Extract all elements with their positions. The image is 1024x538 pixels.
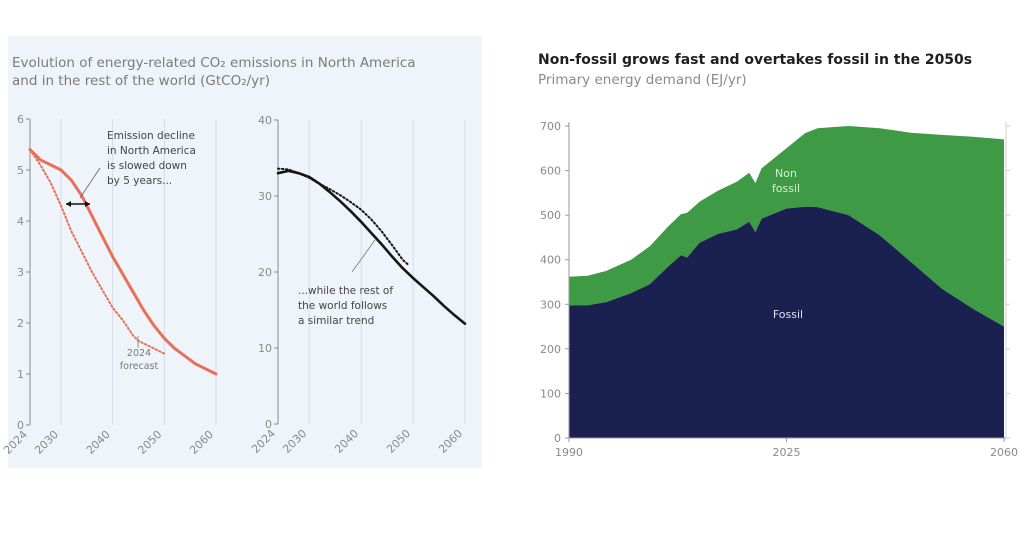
na-y-tick-label: 1 — [17, 368, 24, 381]
na-x-tick-label: 2024 — [1, 428, 30, 457]
energy-y-tick-label: 300 — [540, 298, 561, 311]
energy-y-tick-label: 500 — [540, 209, 561, 222]
na-gap-arrowhead-left — [66, 201, 71, 207]
na-x-tick-label: 2060 — [187, 428, 216, 457]
rw-x-tick-label: 2040 — [332, 427, 361, 456]
rw-y-tick-label: 30 — [258, 190, 272, 203]
rw-y-tick-label: 0 — [265, 418, 272, 431]
energy-y-tick-label: 200 — [540, 343, 561, 356]
rw-y-tick-label: 40 — [258, 114, 272, 127]
na-series-current-outlook — [28, 148, 218, 376]
na-y-tick-label: 6 — [17, 113, 24, 126]
na-annotation-slowed-line: in North America — [107, 145, 196, 157]
rw-y-tick-label: 20 — [258, 266, 272, 279]
right-chart-subtitle: Primary energy demand (EJ/yr) — [538, 72, 747, 88]
left-chart-title: Evolution of energy-related CO₂ emission… — [12, 54, 482, 90]
non-fossil-area-label: Non — [775, 167, 797, 180]
fossil-area-label: Fossil — [773, 308, 803, 321]
na-y-tick-label: 0 — [17, 419, 24, 432]
na-annotation-slowed-line: Emission decline — [107, 130, 195, 142]
energy-y-tick-label: 100 — [540, 387, 561, 400]
na-series-2024-forecast — [29, 148, 166, 355]
energy-y-tick-label: 700 — [540, 120, 561, 133]
na-y-tick-label: 3 — [17, 266, 24, 279]
energy-x-tick-label: 2025 — [773, 446, 801, 459]
rw-x-tick-label: 2050 — [384, 427, 413, 456]
rw-annotation-line: ...while the rest of — [298, 285, 393, 297]
na-x-tick-label: 2050 — [135, 428, 164, 457]
rw-x-tick-label: 2024 — [249, 427, 278, 456]
non-fossil-area-label: fossil — [772, 182, 800, 195]
rw-x-tick-label: 2060 — [436, 427, 465, 456]
na-x-tick-label: 2030 — [32, 428, 61, 457]
na-annotation-forecast-line: forecast — [120, 361, 159, 372]
na-annotation-forecast-line: 2024 — [127, 348, 151, 359]
energy-y-tick-label: 400 — [540, 254, 561, 267]
na-annotation-leader — [79, 167, 101, 199]
rw-annotation-leader — [351, 239, 376, 273]
rw-annotation-line: the world follows — [298, 300, 387, 312]
energy-y-tick-label: 0 — [554, 432, 561, 445]
na-y-tick-label: 4 — [17, 215, 24, 228]
energy-x-tick-label: 2060 — [990, 446, 1018, 459]
rw-annotation-line: a similar trend — [298, 315, 374, 327]
na-annotation-slowed-line: by 5 years... — [107, 175, 172, 187]
area-non-fossil — [569, 126, 1004, 327]
rw-series-2024-forecast — [277, 167, 409, 266]
area-fossil — [569, 206, 1004, 438]
na-x-tick-label: 2040 — [84, 428, 113, 457]
left-title-line-2: and in the rest of the world (GtCO₂/yr) — [12, 73, 270, 89]
rw-x-tick-label: 2030 — [280, 427, 309, 456]
energy-y-tick-label: 600 — [540, 165, 561, 178]
na-gap-arrowhead-right — [85, 201, 90, 207]
energy-x-tick-label: 1990 — [555, 446, 583, 459]
right-chart-title: Non-fossil grows fast and overtakes foss… — [538, 52, 973, 68]
rw-y-tick-label: 10 — [258, 342, 272, 355]
na-annotation-slowed-line: is slowed down — [107, 160, 187, 172]
na-y-tick-label: 2 — [17, 317, 24, 330]
left-title-line-1: Evolution of energy-related CO₂ emission… — [12, 55, 416, 71]
na-y-tick-label: 5 — [17, 164, 24, 177]
left-chart-panel — [8, 36, 482, 468]
